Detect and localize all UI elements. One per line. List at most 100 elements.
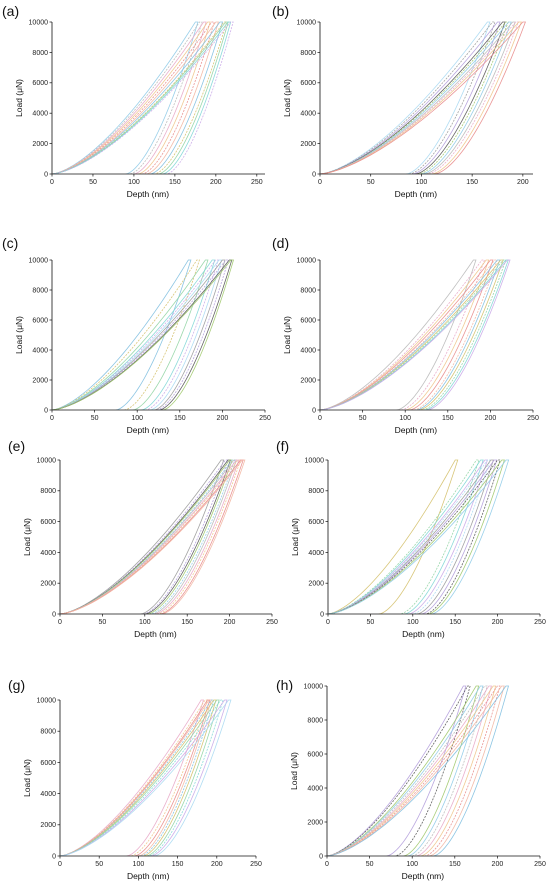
y-axis-label: Load (μN) xyxy=(14,79,24,117)
x-tick-label: 150 xyxy=(466,179,478,186)
curves xyxy=(60,459,246,614)
y-tick-label: 10000 xyxy=(29,257,49,264)
y-tick-label: 2000 xyxy=(32,141,48,148)
x-tick-label: 0 xyxy=(50,415,54,422)
curve-7 xyxy=(327,685,497,856)
x-tick-label: 250 xyxy=(527,415,539,422)
curve-5 xyxy=(52,21,215,174)
curve-5 xyxy=(60,699,215,856)
panel-b: (b)0 50 100 150 2000200040006000800010000Dep… xyxy=(272,3,533,199)
x-tick-label: 50 xyxy=(89,179,97,186)
curve-10 xyxy=(60,699,232,856)
curve-10 xyxy=(52,21,232,174)
curve-5 xyxy=(60,459,236,614)
curve-9 xyxy=(52,21,229,174)
y-tick-label: 10000 xyxy=(37,697,57,704)
curve-1 xyxy=(328,459,459,614)
y-axis-label: Load (μN) xyxy=(22,518,32,556)
y-tick-label: 4000 xyxy=(40,791,56,798)
y-tick-label: 8000 xyxy=(307,717,323,724)
curve-4 xyxy=(52,259,216,410)
x-tick-label: 50 xyxy=(95,861,103,868)
x-tick-label: 0 xyxy=(58,619,62,626)
x-tick-label: 50 xyxy=(367,179,375,186)
curves xyxy=(327,685,510,856)
curve-2 xyxy=(328,459,480,614)
x-tick-label: 100 xyxy=(399,415,411,422)
y-tick-label: 8000 xyxy=(40,488,56,495)
y-axis-label: Load (μN) xyxy=(282,316,292,354)
x-tick-label: 150 xyxy=(449,861,461,868)
curve-2 xyxy=(52,259,200,410)
y-tick-label: 8000 xyxy=(40,729,56,736)
y-tick-label: 6000 xyxy=(32,317,48,324)
y-tick-label: 0 xyxy=(44,407,48,414)
y-tick-label: 0 xyxy=(320,611,324,618)
curve-7 xyxy=(52,259,226,410)
curve-2 xyxy=(320,21,496,174)
curve-3 xyxy=(327,685,480,856)
y-tick-label: 10000 xyxy=(304,683,324,690)
x-axis-label: Depth (nm) xyxy=(402,629,445,639)
y-tick-label: 8000 xyxy=(300,287,316,294)
curve-2 xyxy=(320,259,486,410)
curve-6 xyxy=(52,259,223,410)
y-tick-label: 2000 xyxy=(40,581,56,588)
panel-letter: (e) xyxy=(8,438,25,454)
x-tick-label: 200 xyxy=(492,619,504,626)
x-tick-label: 50 xyxy=(366,861,374,868)
y-tick-label: 0 xyxy=(312,407,316,414)
curve-10 xyxy=(320,21,526,174)
panel-letter: (c) xyxy=(2,235,18,251)
y-tick-label: 2000 xyxy=(308,581,324,588)
curves xyxy=(52,21,234,174)
x-axis-label: Depth (nm) xyxy=(127,425,170,435)
curve-5 xyxy=(328,459,491,614)
curve-8 xyxy=(60,459,242,614)
curve-10 xyxy=(320,259,511,410)
curve-7 xyxy=(320,259,504,410)
panel-letter: (h) xyxy=(276,677,293,693)
y-tick-label: 0 xyxy=(52,611,56,618)
curve-6 xyxy=(320,259,501,410)
y-tick-label: 6000 xyxy=(40,760,56,767)
curve-9 xyxy=(327,685,505,856)
curve-9 xyxy=(320,259,509,410)
curve-8 xyxy=(327,685,501,856)
y-tick-label: 4000 xyxy=(32,347,48,354)
curve-10 xyxy=(52,259,235,410)
curve-8 xyxy=(320,259,507,410)
y-tick-label: 8000 xyxy=(32,50,48,57)
curve-4 xyxy=(320,21,506,174)
curve-7 xyxy=(52,21,224,174)
y-tick-label: 6000 xyxy=(40,519,56,526)
x-tick-label: 250 xyxy=(266,619,278,626)
curves xyxy=(328,459,510,614)
y-axis-label: Load (μN) xyxy=(22,759,32,797)
y-tick-label: 0 xyxy=(52,853,56,860)
curve-4 xyxy=(60,459,233,614)
curve-3 xyxy=(328,459,484,614)
x-axis-label: Depth (nm) xyxy=(127,189,170,199)
y-tick-label: 4000 xyxy=(307,785,323,792)
x-tick-label: 0 xyxy=(50,179,54,186)
panel-h: (h) 0 50 100 150 200 250 0 2000 4000 6000 8000 10000… xyxy=(276,677,546,881)
curve-3 xyxy=(52,259,209,410)
curve-5 xyxy=(52,259,219,410)
x-tick-label: 100 xyxy=(131,415,143,422)
y-tick-label: 4000 xyxy=(300,111,316,118)
x-tick-label: 150 xyxy=(181,619,193,626)
curve-1 xyxy=(52,21,199,174)
y-axis-label: Load (μN) xyxy=(14,316,24,354)
curve-2 xyxy=(52,21,203,174)
curve-2 xyxy=(327,685,471,856)
curves xyxy=(52,259,235,410)
panel-letter: (f) xyxy=(276,438,289,454)
x-axis-label: Depth (nm) xyxy=(395,425,438,435)
curve-6 xyxy=(320,21,512,174)
curve-4 xyxy=(328,459,488,614)
panel-letter: (d) xyxy=(272,235,289,251)
y-tick-label: 2000 xyxy=(40,822,56,829)
y-tick-label: 10000 xyxy=(297,257,317,264)
curve-4 xyxy=(327,685,484,856)
